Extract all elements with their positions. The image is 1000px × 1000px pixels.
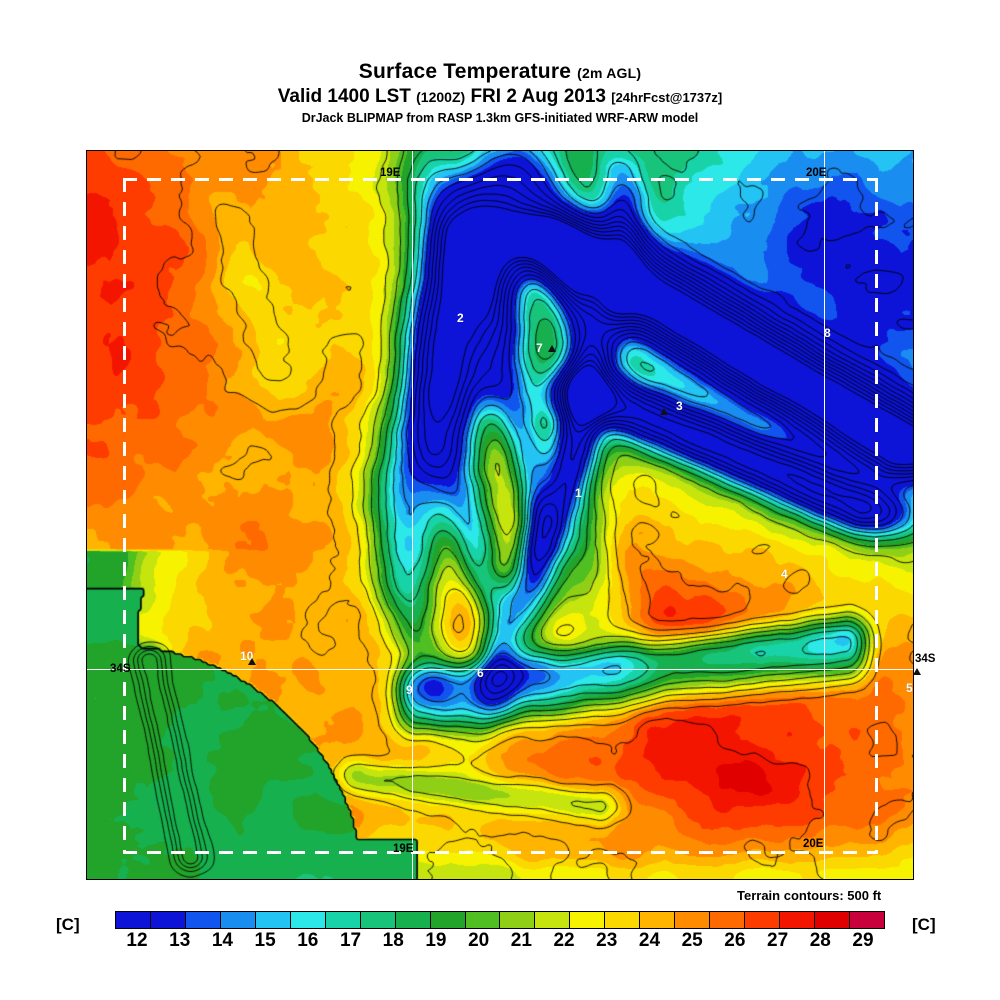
colorbar-unit-right: [C] <box>912 915 936 934</box>
station-marker-7[interactable]: 7 <box>536 341 543 355</box>
colorbar-tick-23: 23 <box>596 930 618 951</box>
title-main-sub: (2m AGL) <box>577 65 642 81</box>
colorbar-swatch-4 <box>255 912 291 928</box>
colorbar-tick-24: 24 <box>638 930 661 951</box>
station-triangle-2 <box>248 658 256 665</box>
station-marker-6[interactable]: 6 <box>477 666 484 680</box>
colorbar-swatch-17 <box>710 912 746 928</box>
colorbar-swatch-10 <box>465 912 501 928</box>
grid-label-19e: 19E <box>393 843 414 855</box>
colorbar-tick-16: 16 <box>297 930 319 951</box>
colorbar-tick-20: 20 <box>468 930 490 951</box>
colorbar-swatch-8 <box>395 912 431 928</box>
colorbar-swatch-16 <box>675 912 711 928</box>
valid-date: FRI 2 Aug 2013 <box>470 86 606 107</box>
colorbar-swatch-15 <box>640 912 676 928</box>
station-marker-5[interactable]: 5 <box>906 681 913 695</box>
station-triangle-0 <box>548 345 556 352</box>
colorbar-swatch-13 <box>570 912 606 928</box>
colorbar-tick-18: 18 <box>382 930 404 951</box>
colorbar-swatch-12 <box>535 912 571 928</box>
colorbar-swatch-19 <box>780 912 816 928</box>
grid-label-19e: 19E <box>380 167 401 179</box>
gridline-lon-19e <box>412 151 413 879</box>
colorbar-tick-26: 26 <box>724 930 746 951</box>
terrain-contour-note: Terrain contours: 500 ft <box>737 888 882 903</box>
temperature-colorbar[interactable] <box>115 911 885 929</box>
colorbar-swatch-21 <box>850 912 884 928</box>
model-source-line: DrJack BLIPMAP from RASP 1.3km GFS-initi… <box>301 111 699 125</box>
colorbar-tick-labels: 12 13 14 15 16 17 18 19 20 21 22 23 24 25 26 27 28 29 <box>115 930 885 956</box>
colorbar-swatch-11 <box>500 912 536 928</box>
colorbar-swatch-6 <box>325 912 361 928</box>
domain-box-right <box>875 178 878 854</box>
station-marker-1[interactable]: 1 <box>575 486 582 500</box>
colorbar-tick-12: 12 <box>126 930 148 951</box>
station-marker-4[interactable]: 4 <box>781 567 788 581</box>
colorbar-swatch-1 <box>150 912 186 928</box>
colorbar-tick-22: 22 <box>553 930 575 951</box>
colorbar-swatch-3 <box>220 912 256 928</box>
station-triangle-3 <box>660 408 668 415</box>
grid-label-20e: 20E <box>806 167 827 179</box>
colorbar-swatch-9 <box>430 912 466 928</box>
colorbar-swatch-0 <box>116 912 151 928</box>
colorbar-unit-left: [C] <box>56 915 80 934</box>
colorbar-tick-15: 15 <box>254 930 276 951</box>
gridline-lon-20e <box>824 151 825 879</box>
title-main: Surface Temperature <box>358 60 572 83</box>
station-marker-8[interactable]: 8 <box>824 326 831 340</box>
temperature-field-canvas <box>87 151 913 879</box>
page-title: Surface Temperature (2m AGL) <box>0 60 1000 85</box>
colorbar-tick-19: 19 <box>425 930 447 951</box>
gridline-lat-34s <box>87 669 913 670</box>
station-triangle-1 <box>913 668 921 675</box>
forecast-bracket: [24hrFcst@1737z] <box>611 90 723 105</box>
station-marker-2[interactable]: 2 <box>457 311 464 325</box>
colorbar-tick-13: 13 <box>169 930 191 951</box>
grid-label-34s: 34S <box>915 653 936 665</box>
grid-label-34s: 34S <box>110 663 131 675</box>
domain-box-bottom <box>123 851 878 854</box>
colorbar-swatch-18 <box>745 912 781 928</box>
colorbar-tick-17: 17 <box>339 930 362 951</box>
grid-label-20e: 20E <box>803 838 824 850</box>
colorbar-tick-14: 14 <box>211 930 233 951</box>
station-marker-9[interactable]: 9 <box>406 683 413 697</box>
valid-time: Valid 1400 LST <box>277 86 411 107</box>
colorbar-tick-21: 21 <box>510 930 532 951</box>
map-panel[interactable] <box>86 150 914 880</box>
colorbar-swatch-2 <box>185 912 221 928</box>
title-valid-line: Valid 1400 LST (1200Z) FRI 2 Aug 2013 [2… <box>0 85 1000 109</box>
colorbar-swatch-20 <box>815 912 851 928</box>
domain-box-top <box>123 178 878 181</box>
colorbar-tick-25: 25 <box>681 930 703 951</box>
colorbar-swatch-7 <box>360 912 396 928</box>
station-marker-3[interactable]: 3 <box>676 399 683 413</box>
colorbar-swatch-5 <box>290 912 326 928</box>
valid-time-utc: (1200Z) <box>416 89 466 105</box>
colorbar-swatch-14 <box>605 912 641 928</box>
colorbar-tick-28: 28 <box>809 930 831 951</box>
colorbar-tick-29: 29 <box>852 930 874 951</box>
title-block: Surface Temperature (2m AGL) Valid 1400 … <box>0 60 1000 127</box>
colorbar-tick-27: 27 <box>767 930 789 951</box>
domain-box-left <box>123 178 126 854</box>
